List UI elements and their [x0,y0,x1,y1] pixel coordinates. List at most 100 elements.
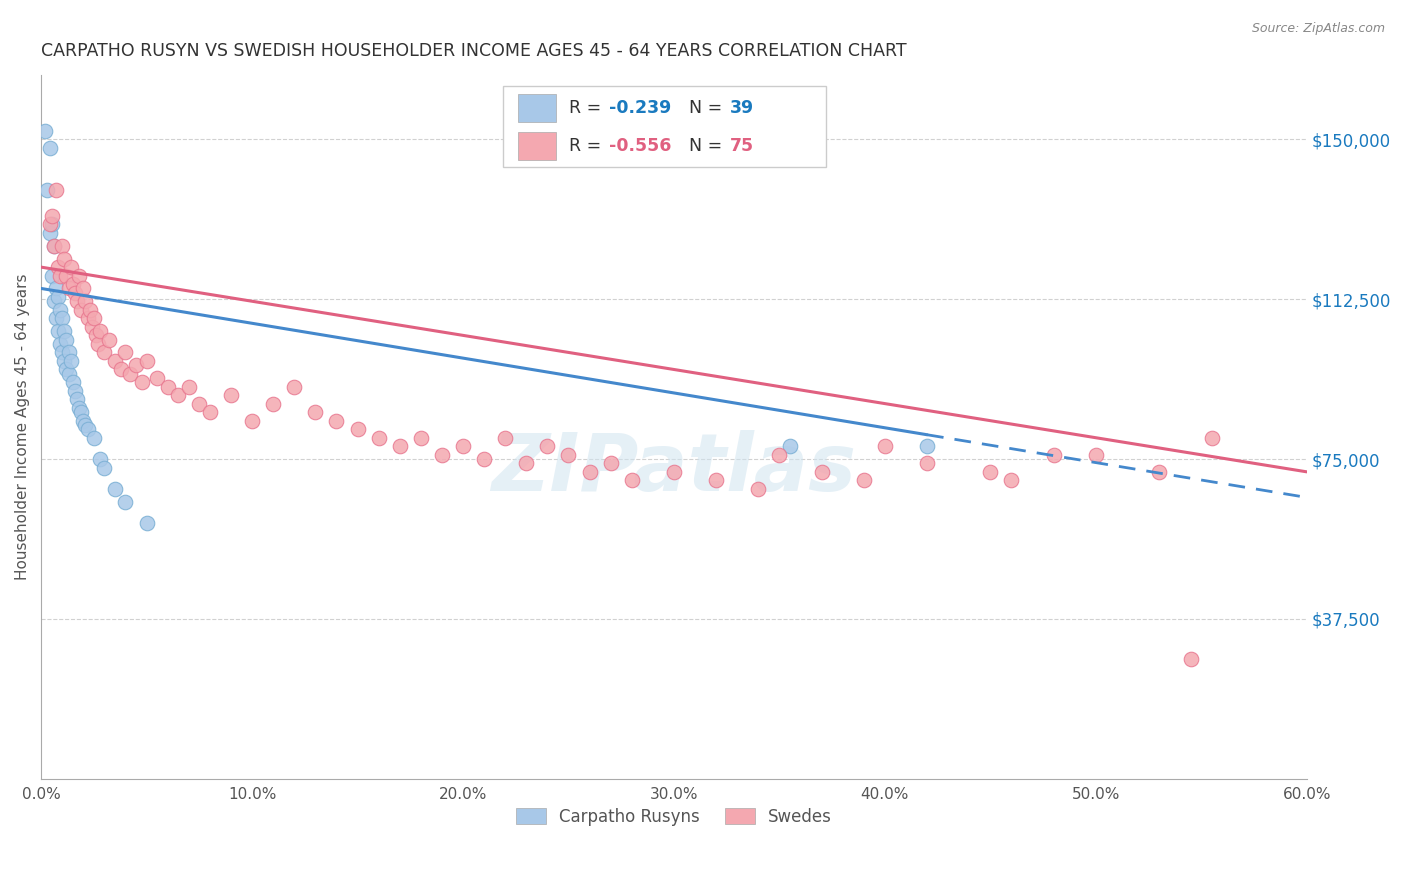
Point [135,516,157,530]
Point [810,465,832,479]
Point [53,324,76,338]
Point [38,226,60,240]
Point [63,285,86,300]
Point [45,183,67,197]
Point [49,268,72,283]
Y-axis label: Householder Income Ages 45 - 64 years: Householder Income Ages 45 - 64 years [15,274,30,581]
Point [135,354,157,368]
Point [42,239,65,253]
Point [1000,474,1022,488]
Point [46,324,69,338]
Point [38,141,60,155]
Point [110,362,132,376]
Point [472,452,495,467]
Point [97,333,120,347]
Point [1084,448,1107,462]
Point [536,439,558,453]
Point [83,431,105,445]
Point [620,474,643,488]
Point [59,354,82,368]
Point [53,354,76,368]
Point [599,456,621,470]
Point [915,439,938,453]
Point [557,448,579,462]
Point [70,405,93,419]
Point [37,183,59,197]
Point [494,431,516,445]
Text: -0.239: -0.239 [609,99,672,117]
Point [346,422,368,436]
Point [63,384,86,398]
Point [93,345,115,359]
Text: R =: R = [569,136,606,154]
Point [46,290,69,304]
Point [240,414,263,428]
Point [167,388,190,402]
Point [41,268,63,283]
Point [451,439,474,453]
Point [219,388,242,402]
Point [45,311,67,326]
Point [198,405,221,419]
Point [51,345,73,359]
Point [873,439,896,453]
Point [34,123,56,137]
Point [42,239,65,253]
Point [1180,652,1202,666]
Text: CARPATHO RUSYN VS SWEDISH HOUSEHOLDER INCOME AGES 45 - 64 YEARS CORRELATION CHAR: CARPATHO RUSYN VS SWEDISH HOUSEHOLDER IN… [41,42,907,60]
Point [125,358,148,372]
Point [76,422,98,436]
Point [87,337,110,351]
FancyBboxPatch shape [519,131,557,160]
Point [79,302,101,317]
Point [76,311,98,326]
Point [58,367,80,381]
Point [114,494,136,508]
Point [62,376,84,390]
Point [70,302,93,317]
Point [662,465,685,479]
Point [75,294,97,309]
Text: N =: N = [689,136,728,154]
Point [747,482,769,496]
Point [58,345,80,359]
Point [177,379,200,393]
Legend: Carpatho Rusyns, Swedes: Carpatho Rusyns, Swedes [508,799,841,834]
Point [578,465,600,479]
Point [1201,431,1223,445]
Text: R =: R = [569,99,606,117]
Point [55,333,77,347]
Point [46,260,69,274]
Point [1042,448,1064,462]
Point [156,379,179,393]
Point [58,281,80,295]
Point [62,277,84,292]
Point [146,371,169,385]
Point [104,482,127,496]
Point [42,294,65,309]
FancyBboxPatch shape [519,95,557,122]
Point [59,260,82,274]
Point [41,209,63,223]
Point [49,337,72,351]
Point [430,448,453,462]
Point [1147,465,1170,479]
Text: N =: N = [689,99,728,117]
Point [89,324,111,338]
Point [75,417,97,432]
Point [38,218,60,232]
Point [84,328,107,343]
Point [51,239,73,253]
Point [388,439,411,453]
Point [55,268,77,283]
Point [93,460,115,475]
Point [83,311,105,326]
Point [66,392,89,407]
Point [80,319,103,334]
Point [325,414,347,428]
Text: 75: 75 [730,136,754,154]
Point [409,431,432,445]
Point [283,379,305,393]
Point [45,281,67,295]
Point [367,431,389,445]
